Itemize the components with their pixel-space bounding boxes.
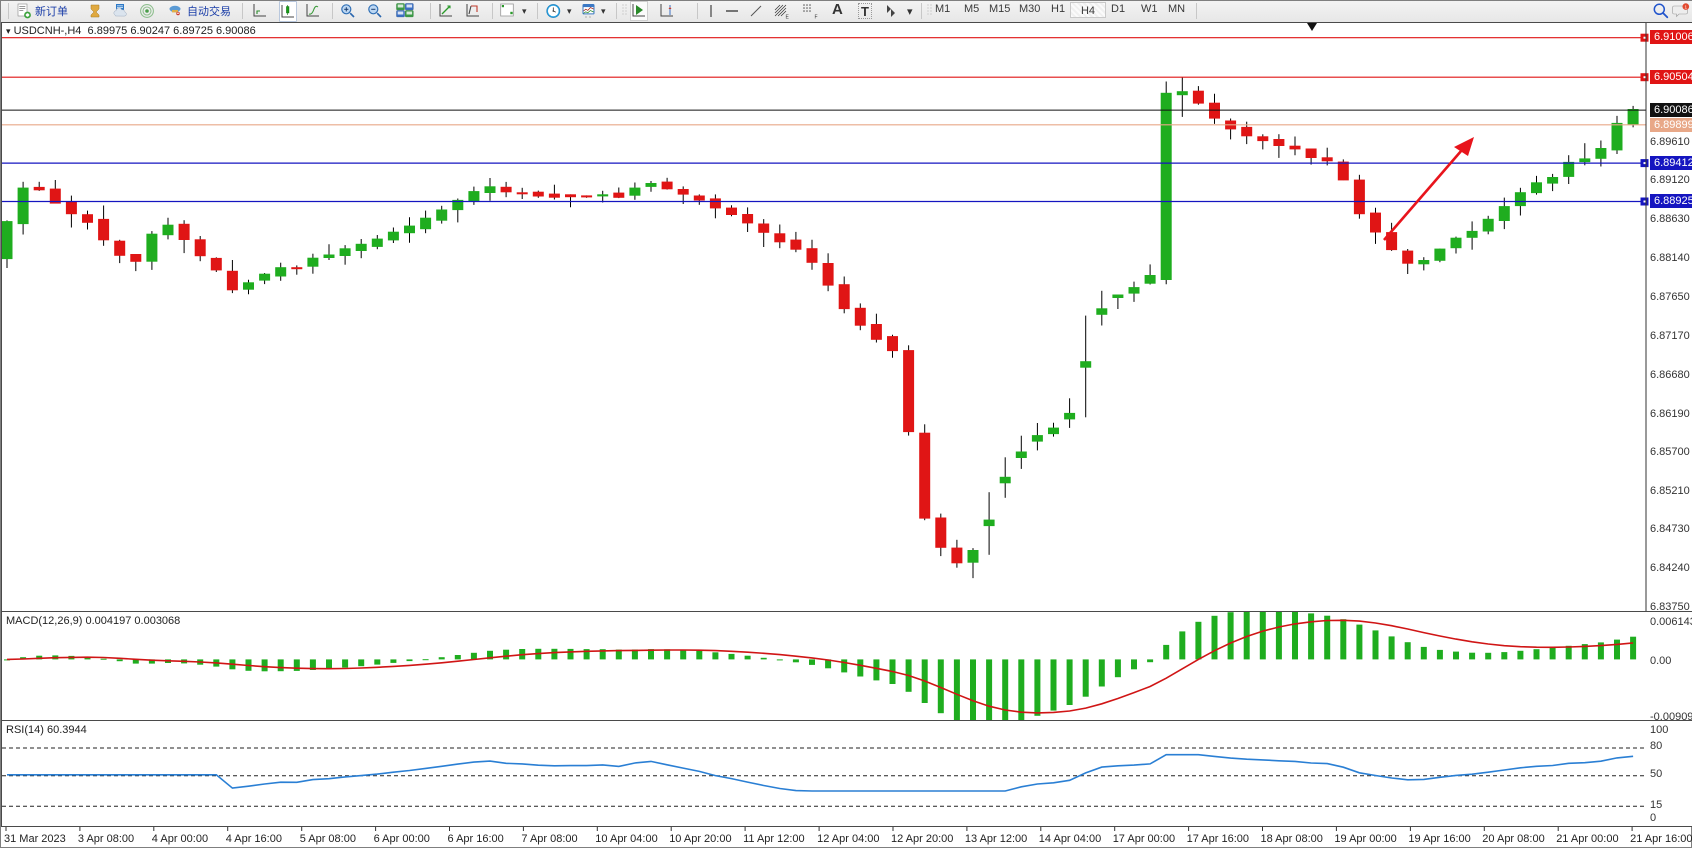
svg-text:1: 1: [1685, 4, 1688, 9]
svg-text:F: F: [815, 15, 818, 20]
svg-text:E: E: [786, 15, 790, 20]
